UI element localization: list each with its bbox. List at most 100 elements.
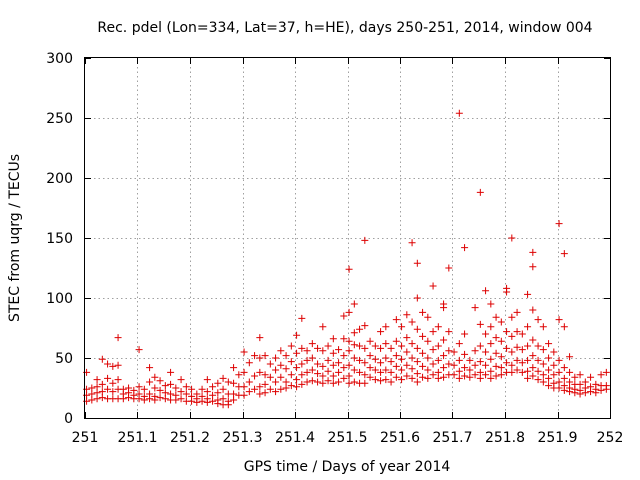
data-point: [314, 344, 322, 352]
data-point: [161, 382, 169, 390]
data-point: [104, 360, 112, 368]
data-point: [350, 300, 358, 308]
data-point: [466, 366, 474, 374]
data-point: [455, 374, 463, 382]
data-point: [293, 364, 301, 372]
data-point: [230, 379, 238, 387]
data-point: [93, 376, 101, 384]
data-point: [492, 334, 500, 342]
data-point: [303, 356, 311, 364]
data-point: [177, 376, 185, 384]
data-point: [555, 378, 563, 386]
data-point: [440, 364, 448, 372]
y-tick-label: 200: [46, 171, 73, 187]
data-point: [445, 264, 453, 272]
data-point: [513, 328, 521, 336]
data-point: [392, 316, 400, 324]
data-point: [345, 337, 353, 345]
data-point: [482, 287, 490, 295]
data-point: [566, 388, 574, 396]
data-point: [413, 370, 421, 378]
data-point: [482, 361, 490, 369]
data-point: [361, 379, 369, 387]
data-point: [277, 385, 285, 393]
data-point: [324, 367, 332, 375]
data-point: [513, 356, 521, 364]
data-point: [581, 378, 589, 386]
data-point: [340, 312, 348, 320]
data-point: [371, 366, 379, 374]
y-tick-label: 100: [46, 291, 73, 307]
data-point: [93, 383, 101, 391]
data-point: [450, 348, 458, 356]
data-point: [167, 380, 175, 388]
data-point: [287, 371, 295, 379]
data-point: [445, 360, 453, 368]
x-tick-label: 251.8: [485, 430, 525, 446]
data-point: [324, 356, 332, 364]
data-point: [429, 328, 437, 336]
data-point: [251, 372, 259, 380]
data-point: [445, 328, 453, 336]
data-point: [471, 361, 479, 369]
data-point: [98, 355, 106, 363]
data-point: [450, 361, 458, 369]
data-point: [209, 391, 217, 399]
data-point: [245, 378, 253, 386]
data-point: [203, 388, 211, 396]
data-point: [335, 346, 343, 354]
data-point: [555, 316, 563, 324]
data-point: [508, 361, 516, 369]
data-point: [172, 384, 180, 392]
data-point: [329, 379, 337, 387]
data-point: [308, 354, 316, 362]
data-point: [198, 397, 206, 405]
data-point: [492, 372, 500, 380]
data-point: [146, 364, 154, 372]
data-point: [282, 384, 290, 392]
data-point: [392, 337, 400, 345]
data-point: [429, 282, 437, 290]
data-point: [529, 364, 537, 372]
data-point: [592, 389, 600, 397]
data-point: [424, 366, 432, 374]
data-point: [508, 313, 516, 321]
data-point: [539, 346, 547, 354]
data-point: [240, 348, 248, 356]
data-point: [230, 390, 238, 398]
data-point: [408, 365, 416, 373]
data-point: [219, 374, 227, 382]
data-point: [109, 362, 117, 370]
data-point: [566, 353, 574, 361]
data-point: [560, 386, 568, 394]
data-point: [487, 367, 495, 375]
data-point: [413, 358, 421, 366]
data-point: [156, 386, 164, 394]
data-point: [329, 361, 337, 369]
data-point: [424, 354, 432, 362]
data-point: [424, 337, 432, 345]
data-point: [319, 323, 327, 331]
data-point: [203, 376, 211, 384]
data-point: [335, 359, 343, 367]
data-point: [524, 356, 532, 364]
data-point: [408, 340, 416, 348]
data-point: [151, 373, 159, 381]
data-point: [125, 394, 133, 402]
data-point: [224, 401, 232, 409]
data-point: [377, 328, 385, 336]
data-point: [524, 342, 532, 350]
data-point: [214, 400, 222, 408]
data-point: [272, 378, 280, 386]
data-point: [398, 323, 406, 331]
data-point: [161, 395, 169, 403]
x-tick-label: 251.2: [170, 430, 210, 446]
data-point: [476, 188, 484, 196]
data-point: [219, 395, 227, 403]
data-point: [392, 373, 400, 381]
data-point: [429, 360, 437, 368]
data-point: [350, 329, 358, 337]
data-point: [419, 373, 427, 381]
data-point: [508, 368, 516, 376]
data-point: [466, 356, 474, 364]
